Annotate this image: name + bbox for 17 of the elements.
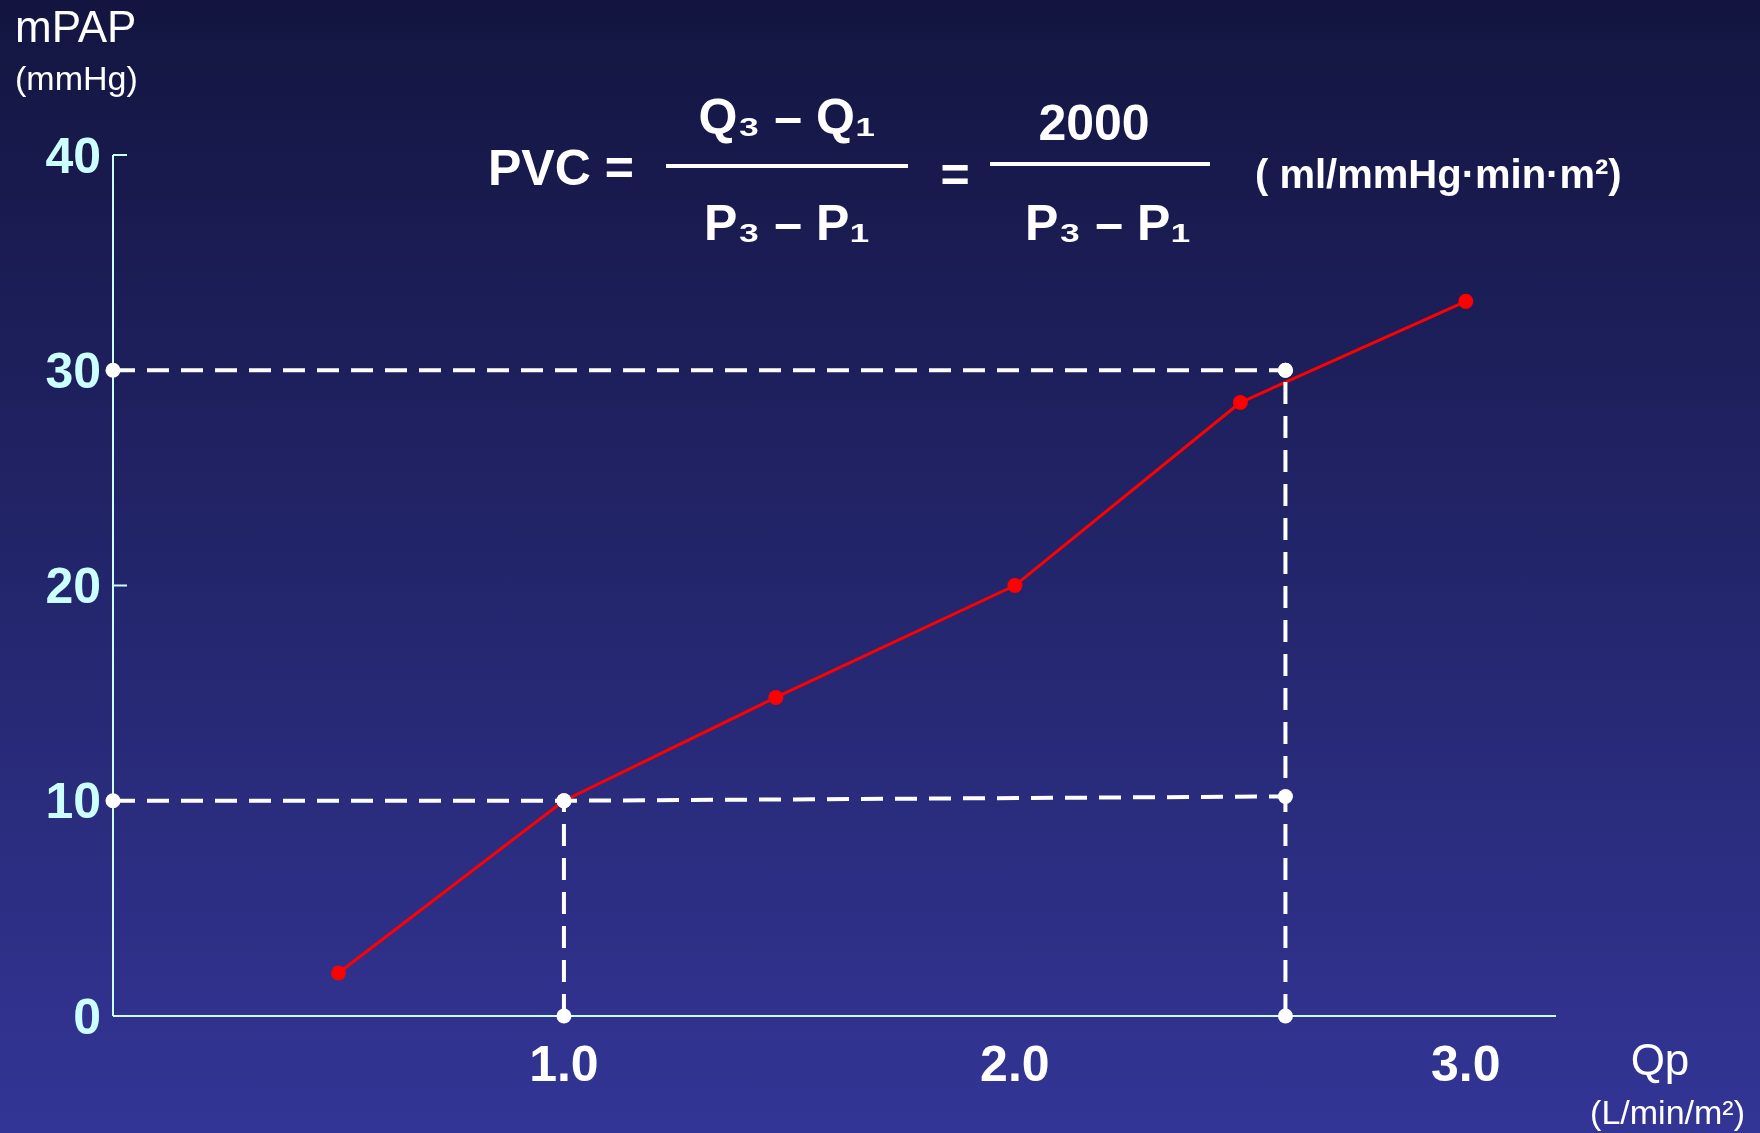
x-axis-title: Qp (L/min/m²) bbox=[1590, 1035, 1745, 1131]
y-tick-label: 10 bbox=[45, 773, 101, 830]
annotation: ( ml/mmHg·min·m²) bbox=[1255, 152, 1622, 196]
annotation: PVC = bbox=[488, 140, 634, 196]
x-tick-label: 2.0 bbox=[980, 1036, 1050, 1092]
annotation: = bbox=[940, 147, 970, 203]
y-tick-label: 0 bbox=[73, 988, 101, 1045]
y-axis-title: mPAP (mmHg) bbox=[15, 2, 138, 97]
y-tick-label: 30 bbox=[45, 342, 101, 399]
annotation: P₃ – P₁ bbox=[703, 195, 871, 251]
y-tick-label: 20 bbox=[45, 558, 101, 614]
x-tick-label: 1.0 bbox=[529, 1036, 599, 1092]
x-tick-label: 3.0 bbox=[1431, 1036, 1501, 1092]
y-tick-label: 40 bbox=[45, 127, 101, 184]
text: 2000 bbox=[1038, 95, 1150, 151]
text: Q₃ – Q₁ bbox=[698, 89, 876, 145]
annotation: P₃ – P₁ bbox=[1024, 195, 1192, 251]
